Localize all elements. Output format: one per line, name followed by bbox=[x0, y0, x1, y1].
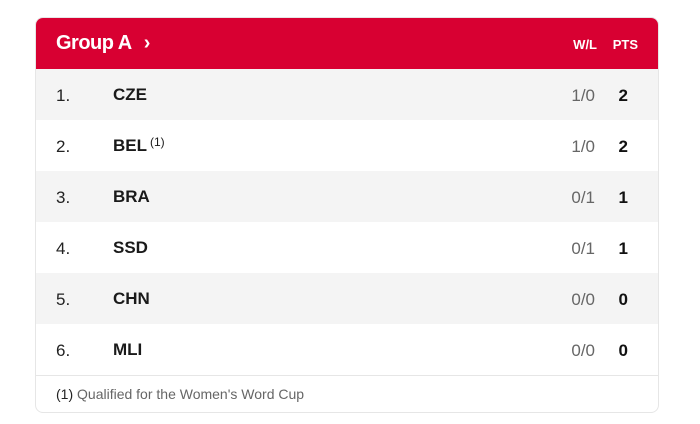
team-code: CZE bbox=[113, 85, 147, 104]
footnote-marker: (1) bbox=[56, 386, 74, 402]
rank: 1. bbox=[56, 86, 71, 105]
rank: 2. bbox=[56, 137, 71, 156]
rank: 6. bbox=[56, 341, 71, 360]
team-name[interactable]: MLI bbox=[113, 340, 142, 360]
points: 1 bbox=[618, 188, 628, 207]
footnote-text: Qualified for the Women's Word Cup bbox=[77, 386, 305, 402]
win-loss: 0/0 bbox=[571, 290, 595, 309]
group-header: Group A › W/L PTS bbox=[36, 18, 658, 69]
points: 2 bbox=[618, 86, 628, 105]
group-standings-card: Group A › W/L PTS 1. CZE 1/0 2 2. BEL (1) … bbox=[35, 17, 659, 413]
win-loss: 0/0 bbox=[571, 341, 595, 360]
points: 0 bbox=[618, 290, 628, 309]
team-code: CHN bbox=[113, 289, 150, 308]
team-name[interactable]: SSD bbox=[113, 238, 148, 258]
team-code: BEL bbox=[113, 136, 147, 155]
table-row[interactable]: 3. BRA 0/1 1 bbox=[36, 171, 658, 222]
points: 2 bbox=[618, 137, 628, 156]
team-code: SSD bbox=[113, 238, 148, 257]
points: 1 bbox=[618, 239, 628, 258]
table-row[interactable]: 1. CZE 1/0 2 bbox=[36, 69, 658, 120]
team-name[interactable]: CHN bbox=[113, 289, 150, 309]
win-loss: 0/1 bbox=[571, 239, 595, 258]
column-header-pts: PTS bbox=[612, 37, 638, 52]
group-title-link[interactable]: Group A › bbox=[56, 32, 150, 55]
group-title: Group A bbox=[56, 32, 132, 54]
table-row[interactable]: 2. BEL (1) 1/0 2 bbox=[36, 120, 658, 171]
table-row[interactable]: 5. CHN 0/0 0 bbox=[36, 273, 658, 324]
table-row[interactable]: 4. SSD 0/1 1 bbox=[36, 222, 658, 273]
rank: 5. bbox=[56, 290, 71, 309]
team-code: MLI bbox=[113, 340, 143, 359]
column-header-wl: W/L bbox=[573, 37, 597, 52]
rank: 4. bbox=[56, 239, 71, 258]
qualification-note: (1) bbox=[150, 135, 165, 149]
win-loss: 0/1 bbox=[571, 188, 595, 207]
chevron-right-icon: › bbox=[143, 32, 151, 54]
table-row[interactable]: 6. MLI 0/0 0 bbox=[36, 324, 658, 375]
team-name[interactable]: CZE bbox=[113, 85, 147, 105]
footnote: (1) Qualified for the Women's Word Cup bbox=[36, 375, 658, 411]
team-name[interactable]: BEL (1) bbox=[113, 135, 165, 156]
win-loss: 1/0 bbox=[571, 137, 595, 156]
rank: 3. bbox=[56, 188, 71, 207]
team-code: BRA bbox=[113, 187, 150, 206]
win-loss: 1/0 bbox=[571, 86, 595, 105]
points: 0 bbox=[618, 341, 628, 360]
team-name[interactable]: BRA bbox=[113, 187, 150, 207]
